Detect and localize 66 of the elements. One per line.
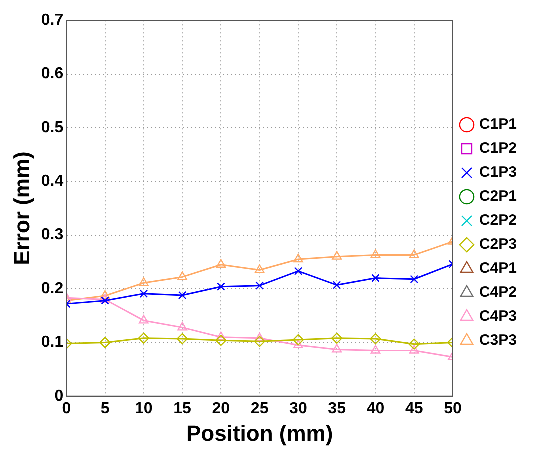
point — [292, 334, 304, 346]
point — [294, 254, 304, 263]
point — [294, 267, 303, 276]
point — [138, 315, 149, 324]
legend-label: C2P1 — [479, 188, 518, 206]
x-tick-label: 45 — [405, 400, 424, 418]
point — [100, 294, 110, 303]
y-tick-label: 0.6 — [41, 66, 64, 83]
point — [332, 281, 342, 290]
point — [409, 250, 420, 258]
legend-label: C3P3 — [479, 332, 518, 350]
y-tick-label: 0.3 — [41, 226, 64, 244]
point — [410, 275, 418, 284]
point — [332, 251, 342, 260]
point — [178, 272, 188, 280]
y-tick-label: 0.1 — [41, 334, 64, 352]
y-tick-label: 0.2 — [41, 280, 64, 298]
point — [256, 282, 264, 290]
legend-label: C1P1 — [479, 116, 518, 134]
point — [178, 291, 187, 300]
point — [254, 264, 265, 274]
point — [101, 296, 110, 305]
legend-label: C2P3 — [479, 236, 518, 254]
x-tick-label: 10 — [135, 400, 153, 418]
y-tick-label: 0.4 — [41, 173, 64, 190]
legend-label: C2P2 — [479, 212, 518, 230]
point — [370, 345, 381, 354]
y-tick-label: 0 — [54, 388, 64, 405]
point — [216, 332, 226, 340]
x-axis-title: Position (mm) — [186, 420, 334, 446]
point — [216, 334, 227, 346]
legend-label: C1P3 — [479, 164, 518, 182]
point — [138, 332, 150, 344]
legend-label: C4P2 — [479, 284, 518, 302]
x-tick-label: 20 — [212, 400, 230, 418]
point — [140, 290, 148, 298]
point — [294, 340, 304, 348]
point — [370, 250, 381, 258]
legend-label: C4P3 — [479, 308, 518, 326]
y-axis-title: Error (mm) — [9, 152, 34, 266]
x-tick-label: 35 — [328, 400, 346, 418]
y-tick-label: 0.7 — [41, 12, 64, 30]
point — [100, 290, 110, 300]
legend-label: C1P2 — [479, 140, 518, 158]
legend-label: C4P1 — [479, 260, 518, 278]
point — [217, 282, 226, 292]
point — [138, 278, 149, 286]
point — [332, 344, 342, 353]
point — [254, 332, 265, 342]
point — [178, 322, 188, 331]
x-tick-label: 25 — [250, 400, 269, 418]
x-tick-label: 30 — [290, 400, 308, 418]
x-tick-label: 50 — [444, 400, 462, 418]
point — [372, 274, 380, 282]
point — [176, 333, 188, 345]
point — [370, 333, 382, 345]
point — [100, 337, 111, 348]
point — [331, 332, 343, 344]
point — [254, 336, 266, 348]
point — [408, 338, 420, 350]
point — [216, 259, 226, 268]
x-tick-label: 5 — [100, 400, 110, 418]
x-tick-label: 15 — [174, 400, 192, 418]
x-tick-label: 40 — [366, 400, 385, 418]
y-tick-label: 0.5 — [41, 119, 64, 136]
point — [409, 345, 420, 354]
